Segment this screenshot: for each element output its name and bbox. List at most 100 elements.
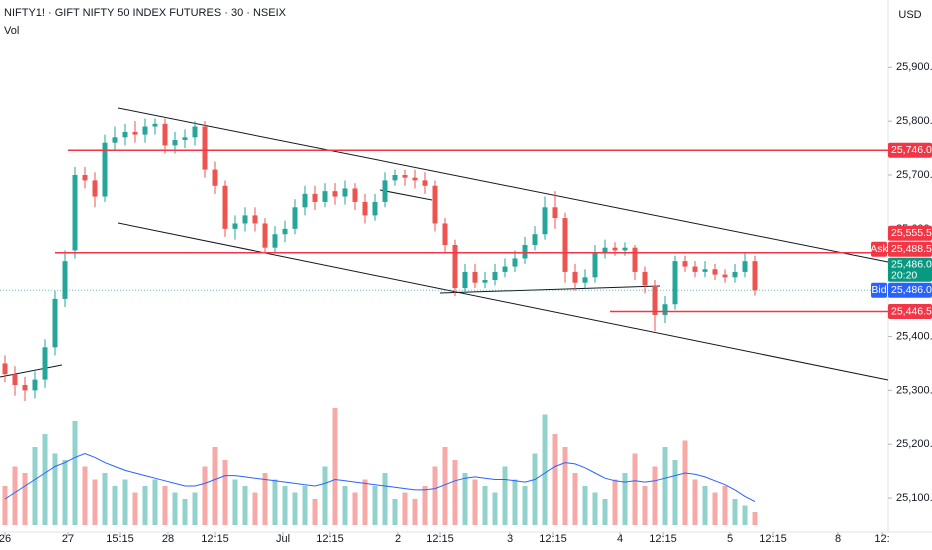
price-tag-label: 25,488.5 <box>891 243 932 255</box>
candle-body <box>562 218 568 272</box>
volume-bar <box>2 486 8 525</box>
candle-body <box>552 207 558 219</box>
channel-upper <box>117 107 889 263</box>
candle-body <box>292 207 298 229</box>
candle-body <box>332 191 338 197</box>
candle-body <box>22 385 28 391</box>
x-tick-label: 27 <box>62 533 74 545</box>
y-tick-label: 25,900.0 <box>896 61 932 73</box>
countdown-label: 20:20 <box>891 270 917 282</box>
price-tag-box <box>888 282 932 298</box>
candle-body <box>72 175 78 251</box>
y-tick-label: 25,800.0 <box>896 115 932 127</box>
x-tick-label: Jul <box>276 533 290 545</box>
trend-line <box>379 189 433 201</box>
volume-bar <box>652 466 658 525</box>
x-tick-label: 3 <box>507 533 513 545</box>
y-tick-label: 25,100.0 <box>896 492 932 504</box>
price-tag-name-box <box>871 241 887 257</box>
volume-bar <box>682 440 688 525</box>
x-tick-label: 5 <box>727 533 733 545</box>
volume-bar <box>102 473 108 525</box>
x-tick-label: 12: <box>874 533 889 545</box>
volume-bar <box>752 512 758 525</box>
volume-bar <box>152 479 158 525</box>
volume-bar <box>612 479 618 525</box>
candle-body <box>162 123 168 146</box>
price-tag-box <box>888 225 932 241</box>
volume-bar <box>142 486 148 525</box>
candle-body <box>92 180 98 197</box>
volume-bar <box>532 453 538 525</box>
candle-body <box>262 223 268 248</box>
trend-lines <box>0 107 889 381</box>
candle-body <box>722 274 728 278</box>
x-tick-label: 12:15 <box>316 533 344 545</box>
candle-body <box>32 379 38 391</box>
volume-bar <box>622 473 628 525</box>
candle-body <box>342 188 348 197</box>
x-tick-label: 15:15 <box>106 533 134 545</box>
volume-bar <box>262 473 268 525</box>
volume-ma-line <box>4 452 756 503</box>
volume-bar <box>402 492 408 525</box>
x-tick-label: 2 <box>395 533 401 545</box>
price-tag: 25,746.0 <box>888 142 932 158</box>
candle-body <box>582 277 588 283</box>
x-tick-label: 26 <box>0 533 11 545</box>
candle-body <box>752 261 758 291</box>
x-tick-label: 12:15 <box>426 533 454 545</box>
candle-body <box>282 228 288 235</box>
volume-bar <box>722 486 728 525</box>
trend-line <box>0 364 63 378</box>
volume-bar <box>582 486 588 525</box>
volume-bar <box>592 492 598 525</box>
volume-bar <box>712 492 718 525</box>
volume-bar <box>522 486 528 525</box>
candle-body <box>452 245 458 289</box>
candle-body <box>632 247 638 272</box>
volume-bar <box>692 479 698 525</box>
volume-bar <box>362 479 368 525</box>
price-tag-label: 25,746.0 <box>891 144 932 156</box>
price-tag: 25,446.5 <box>888 304 932 319</box>
volume-bar <box>122 479 128 525</box>
price-tag-label: 25,446.5 <box>891 305 932 317</box>
currency-label[interactable]: USD <box>898 9 921 21</box>
volume-bar <box>132 492 138 525</box>
volume-bar <box>432 466 438 525</box>
candle-body <box>212 169 218 186</box>
candle-body <box>2 363 8 375</box>
price-tag-box <box>888 257 932 282</box>
candle-body <box>112 137 118 143</box>
volume-bar <box>312 499 318 525</box>
candle-body <box>532 234 538 245</box>
volume-bar <box>422 486 428 525</box>
candle-body <box>612 247 618 251</box>
candle-body <box>272 234 278 248</box>
candle-body <box>712 269 718 275</box>
volume-bar <box>62 460 68 525</box>
volume-bar <box>512 479 518 525</box>
volume-bar <box>502 466 508 525</box>
candle-body <box>512 258 518 267</box>
price-tag-name: Ask <box>870 243 888 255</box>
candle-body <box>742 261 748 272</box>
volume-bar <box>452 460 458 525</box>
volume-bar <box>112 486 118 525</box>
candle-body <box>62 261 68 299</box>
volume-bar <box>92 479 98 525</box>
volume-bar <box>482 486 488 525</box>
candle-body <box>362 201 368 216</box>
trend-line <box>439 285 661 294</box>
volume-bar <box>492 492 498 525</box>
volume-bar <box>222 460 228 525</box>
volume-bar <box>22 473 28 525</box>
y-tick-label: 25,200.0 <box>896 438 932 450</box>
candle-body <box>242 215 248 224</box>
volume-bar <box>572 473 578 525</box>
candle-body <box>152 123 158 127</box>
candle-body <box>392 175 398 181</box>
